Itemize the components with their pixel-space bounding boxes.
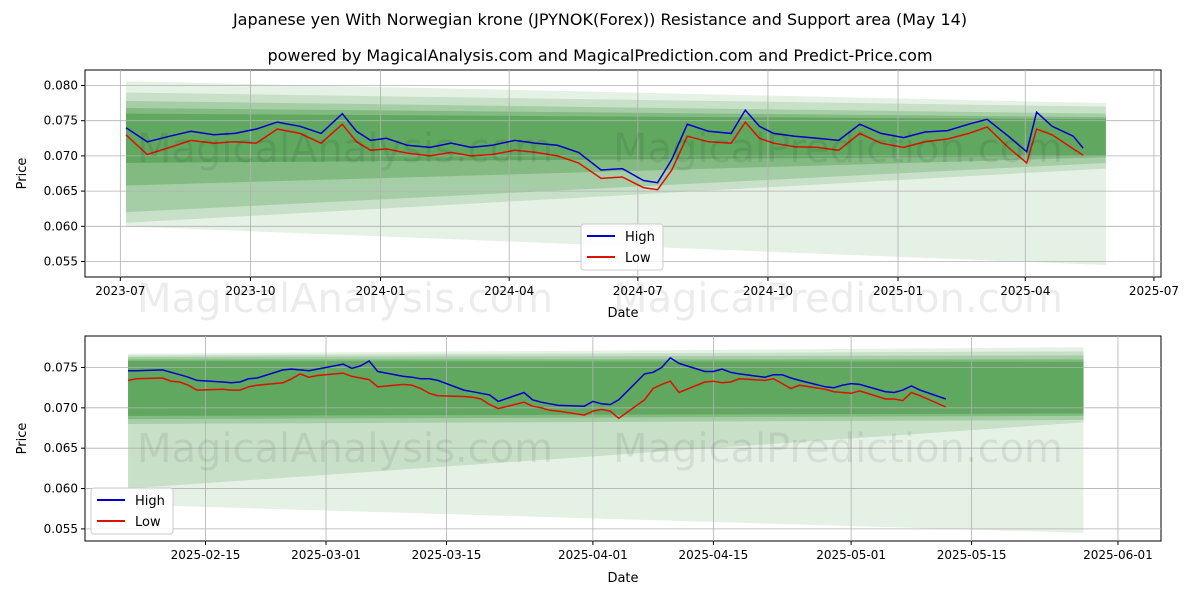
top-x-ticks: 2023-07 2023-10 2024-01 2024-04 2024-07 2024-… xyxy=(95,277,1179,298)
y-tick-label: 0.065 xyxy=(44,441,78,455)
watermark-prediction-top-inner: MagicalPrediction.com xyxy=(613,126,1063,172)
watermark-prediction-bottom: MagicalPrediction.com xyxy=(613,426,1063,472)
bottom-panel: 2025-02-15 2025-03-01 2025-03-15 2025-04-01… xyxy=(15,335,1162,586)
band-5 xyxy=(128,361,1084,416)
band-4 xyxy=(126,108,1106,186)
band-4 xyxy=(128,359,1084,420)
x-tick-label: 2024-10 xyxy=(743,284,793,298)
watermark-analysis-top: MagicalAnalysis.com xyxy=(137,276,553,322)
x-tick-label: 2025-07 xyxy=(1129,284,1179,298)
top-x-axis-label: Date xyxy=(607,306,638,321)
y-tick-label: 0.080 xyxy=(44,78,78,92)
bottom-x-axis-label: Date xyxy=(607,571,638,586)
watermark-analysis-top-inner: MagicalAnalysis.com xyxy=(137,126,553,172)
band-2 xyxy=(128,351,1084,489)
top-support-resistance-bands xyxy=(126,81,1106,266)
x-tick-label: 2025-02-15 xyxy=(171,548,241,562)
band-1 xyxy=(126,81,1106,266)
y-tick-label: 0.065 xyxy=(44,184,78,198)
top-legend: High Low xyxy=(580,223,664,271)
chart-subtitle: powered by MagicalAnalysis.com and Magic… xyxy=(267,46,933,65)
x-tick-label: 2025-03-01 xyxy=(291,548,361,562)
series-high-line xyxy=(128,356,947,407)
bottom-grid xyxy=(85,336,1161,541)
x-tick-label: 2025-01 xyxy=(873,284,923,298)
x-tick-label: 2024-07 xyxy=(613,284,663,298)
bottom-y-axis-label: Price xyxy=(15,423,30,455)
y-tick-label: 0.060 xyxy=(44,482,78,496)
y-tick-label: 0.055 xyxy=(44,522,78,536)
legend-low-label: Low xyxy=(625,251,651,266)
bottom-series xyxy=(127,356,947,420)
x-tick-label: 2025-04 xyxy=(1000,284,1050,298)
bottom-y-ticks: 0.055 0.060 0.065 0.070 0.075 xyxy=(44,360,85,536)
top-plot-area xyxy=(84,69,1162,278)
top-y-axis-label: Price xyxy=(15,158,30,190)
y-tick-label: 0.075 xyxy=(44,360,78,374)
top-series xyxy=(125,108,1084,191)
x-tick-label: 2025-04-15 xyxy=(679,548,749,562)
y-tick-label: 0.075 xyxy=(44,114,78,128)
top-panel: 2023-07 2023-10 2024-01 2024-04 2024-07 2024-… xyxy=(15,69,1179,321)
x-tick-label: 2025-05-15 xyxy=(937,548,1007,562)
bottom-support-resistance-bands xyxy=(128,347,1084,533)
x-tick-label: 2023-10 xyxy=(225,284,275,298)
band-3 xyxy=(128,355,1084,424)
x-tick-label: 2025-04-01 xyxy=(558,548,628,562)
chart-title: Japanese yen With Norwegian krone (JPYNO… xyxy=(232,10,968,29)
y-tick-label: 0.070 xyxy=(44,149,78,163)
x-tick-label: 2025-06-01 xyxy=(1083,548,1153,562)
band-3 xyxy=(126,100,1106,213)
watermark-analysis-bottom: MagicalAnalysis.com xyxy=(137,426,553,472)
legend-low-label: Low xyxy=(135,515,161,530)
series-low-line xyxy=(127,372,947,420)
legend-high-label: High xyxy=(135,494,165,509)
top-y-ticks: 0.055 0.060 0.065 0.070 0.075 0.080 xyxy=(44,78,85,269)
band-1 xyxy=(128,347,1084,533)
series-low-line xyxy=(125,120,1084,191)
series-high-line xyxy=(125,108,1084,184)
x-tick-label: 2023-07 xyxy=(95,284,145,298)
x-tick-label: 2025-05-01 xyxy=(816,548,886,562)
x-tick-label: 2024-04 xyxy=(484,284,534,298)
legend-high-label: High xyxy=(625,230,655,245)
y-tick-label: 0.060 xyxy=(44,219,78,233)
y-tick-label: 0.070 xyxy=(44,401,78,415)
bottom-legend: High Low xyxy=(90,487,174,535)
x-tick-label: 2024-01 xyxy=(355,284,405,298)
y-tick-label: 0.055 xyxy=(44,255,78,269)
bottom-plot-area xyxy=(84,335,1162,542)
watermark-prediction-top: MagicalPrediction.com xyxy=(613,276,1063,322)
bottom-x-ticks: 2025-02-15 2025-03-01 2025-03-15 2025-04-01… xyxy=(171,541,1153,562)
x-tick-label: 2025-03-15 xyxy=(412,548,482,562)
